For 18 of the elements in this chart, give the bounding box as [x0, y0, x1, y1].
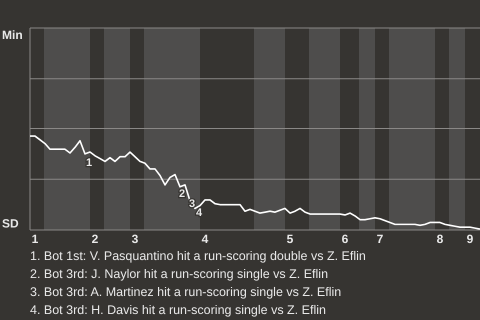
x-tick-label: 1	[32, 232, 39, 246]
text: 2. Bot 3rd: J. Naylor hit a run-scoring single vs Z. Eflin	[30, 267, 328, 281]
x-tick-label: 5	[286, 232, 294, 246]
text: 1. Bot 1st: V. Pasquantino hit a run-scoring double vs Z. Eflin	[30, 249, 366, 263]
annotation: 2	[179, 188, 186, 200]
x-tick-label: 7	[376, 232, 384, 246]
text: Min	[2, 28, 23, 42]
text: 4. Bot 3rd: H. Davis hit a run-scoring single vs Z. Eflin	[30, 303, 326, 317]
text: 3. Bot 3rd: A. Martinez hit a run-scoring single vs Z. Eflin	[30, 285, 342, 299]
x-tick-label: 6	[342, 232, 349, 246]
x-tick-label: 3	[132, 232, 139, 246]
annotation: 4	[196, 207, 203, 219]
x-tick-label: 4	[202, 232, 209, 246]
x-tick-label: 2	[92, 232, 99, 246]
x-tick-label: 9	[466, 232, 474, 246]
text: SD	[2, 216, 20, 231]
annotation: 1	[86, 157, 92, 169]
x-tick-label: 8	[436, 232, 444, 246]
